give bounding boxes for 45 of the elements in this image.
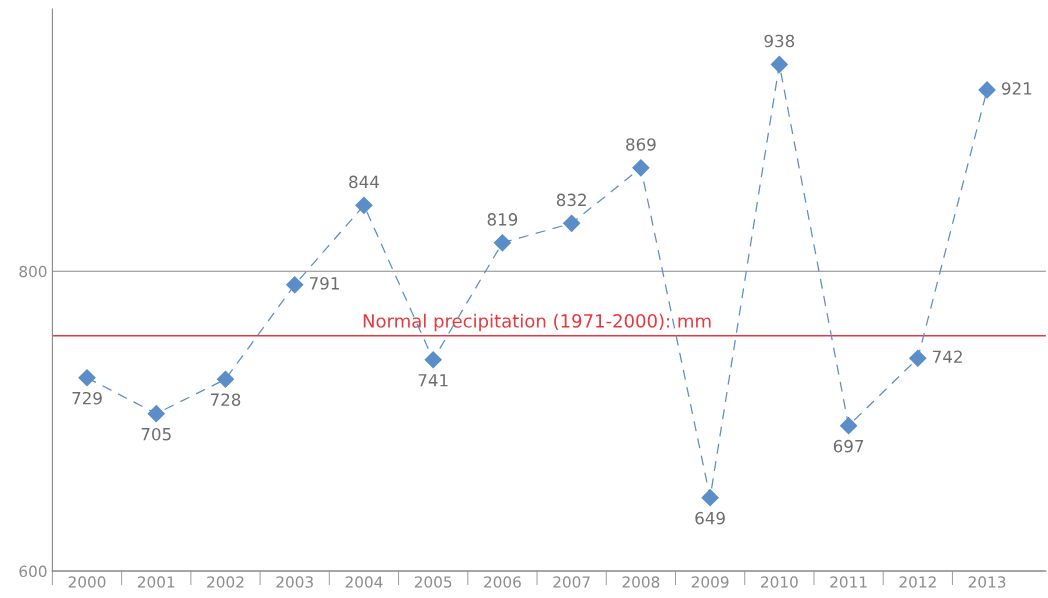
point xyxy=(840,417,858,435)
point xyxy=(770,55,788,73)
data-label: 728 xyxy=(210,393,241,407)
x-tick-label: 2011 xyxy=(830,576,867,588)
x-tick-label: 2009 xyxy=(691,576,729,588)
point xyxy=(216,370,235,388)
x-tick-label: 2005 xyxy=(414,576,452,588)
x-tick-label: 2003 xyxy=(276,576,313,588)
x-tick-label: 2010 xyxy=(761,576,798,588)
point xyxy=(78,369,96,387)
data-label: 921 xyxy=(1001,82,1032,95)
x-tick-label: 2004 xyxy=(345,576,383,588)
y-tick-label: 600 xyxy=(19,565,47,578)
y-tick-label: 800 xyxy=(19,265,47,278)
point xyxy=(493,234,511,252)
data-label: 832 xyxy=(556,193,586,207)
ref-line-label: Normal precipitation (1971-2000): mm xyxy=(363,313,711,332)
x-tick-label: 2012 xyxy=(899,576,936,588)
data-label: 869 xyxy=(626,138,656,151)
point xyxy=(909,349,927,367)
data-label: 729 xyxy=(72,391,102,405)
point xyxy=(424,351,442,369)
x-tick-label: 2000 xyxy=(68,576,106,588)
x-tick-label: 2008 xyxy=(622,576,660,588)
data-label: 705 xyxy=(141,427,171,441)
point xyxy=(355,196,373,214)
x-tick-label: 2007 xyxy=(553,576,590,588)
x-tick-label: 2002 xyxy=(207,576,244,588)
data-label: 819 xyxy=(487,213,518,226)
x-tick-label: 2013 xyxy=(968,576,1006,588)
point xyxy=(632,159,650,177)
data-label: 844 xyxy=(349,175,379,189)
point xyxy=(147,405,165,423)
point xyxy=(701,489,719,507)
data-label: 649 xyxy=(695,511,725,525)
point xyxy=(978,81,996,99)
data-label: 791 xyxy=(309,277,339,290)
data-label: 697 xyxy=(833,439,864,453)
point xyxy=(563,214,581,232)
data-label: 742 xyxy=(933,350,962,363)
data-label: 741 xyxy=(418,374,448,387)
data-label: 938 xyxy=(764,34,795,48)
point xyxy=(286,276,304,294)
x-tick-label: 2006 xyxy=(484,576,521,588)
x-tick-label: 2001 xyxy=(137,576,175,588)
